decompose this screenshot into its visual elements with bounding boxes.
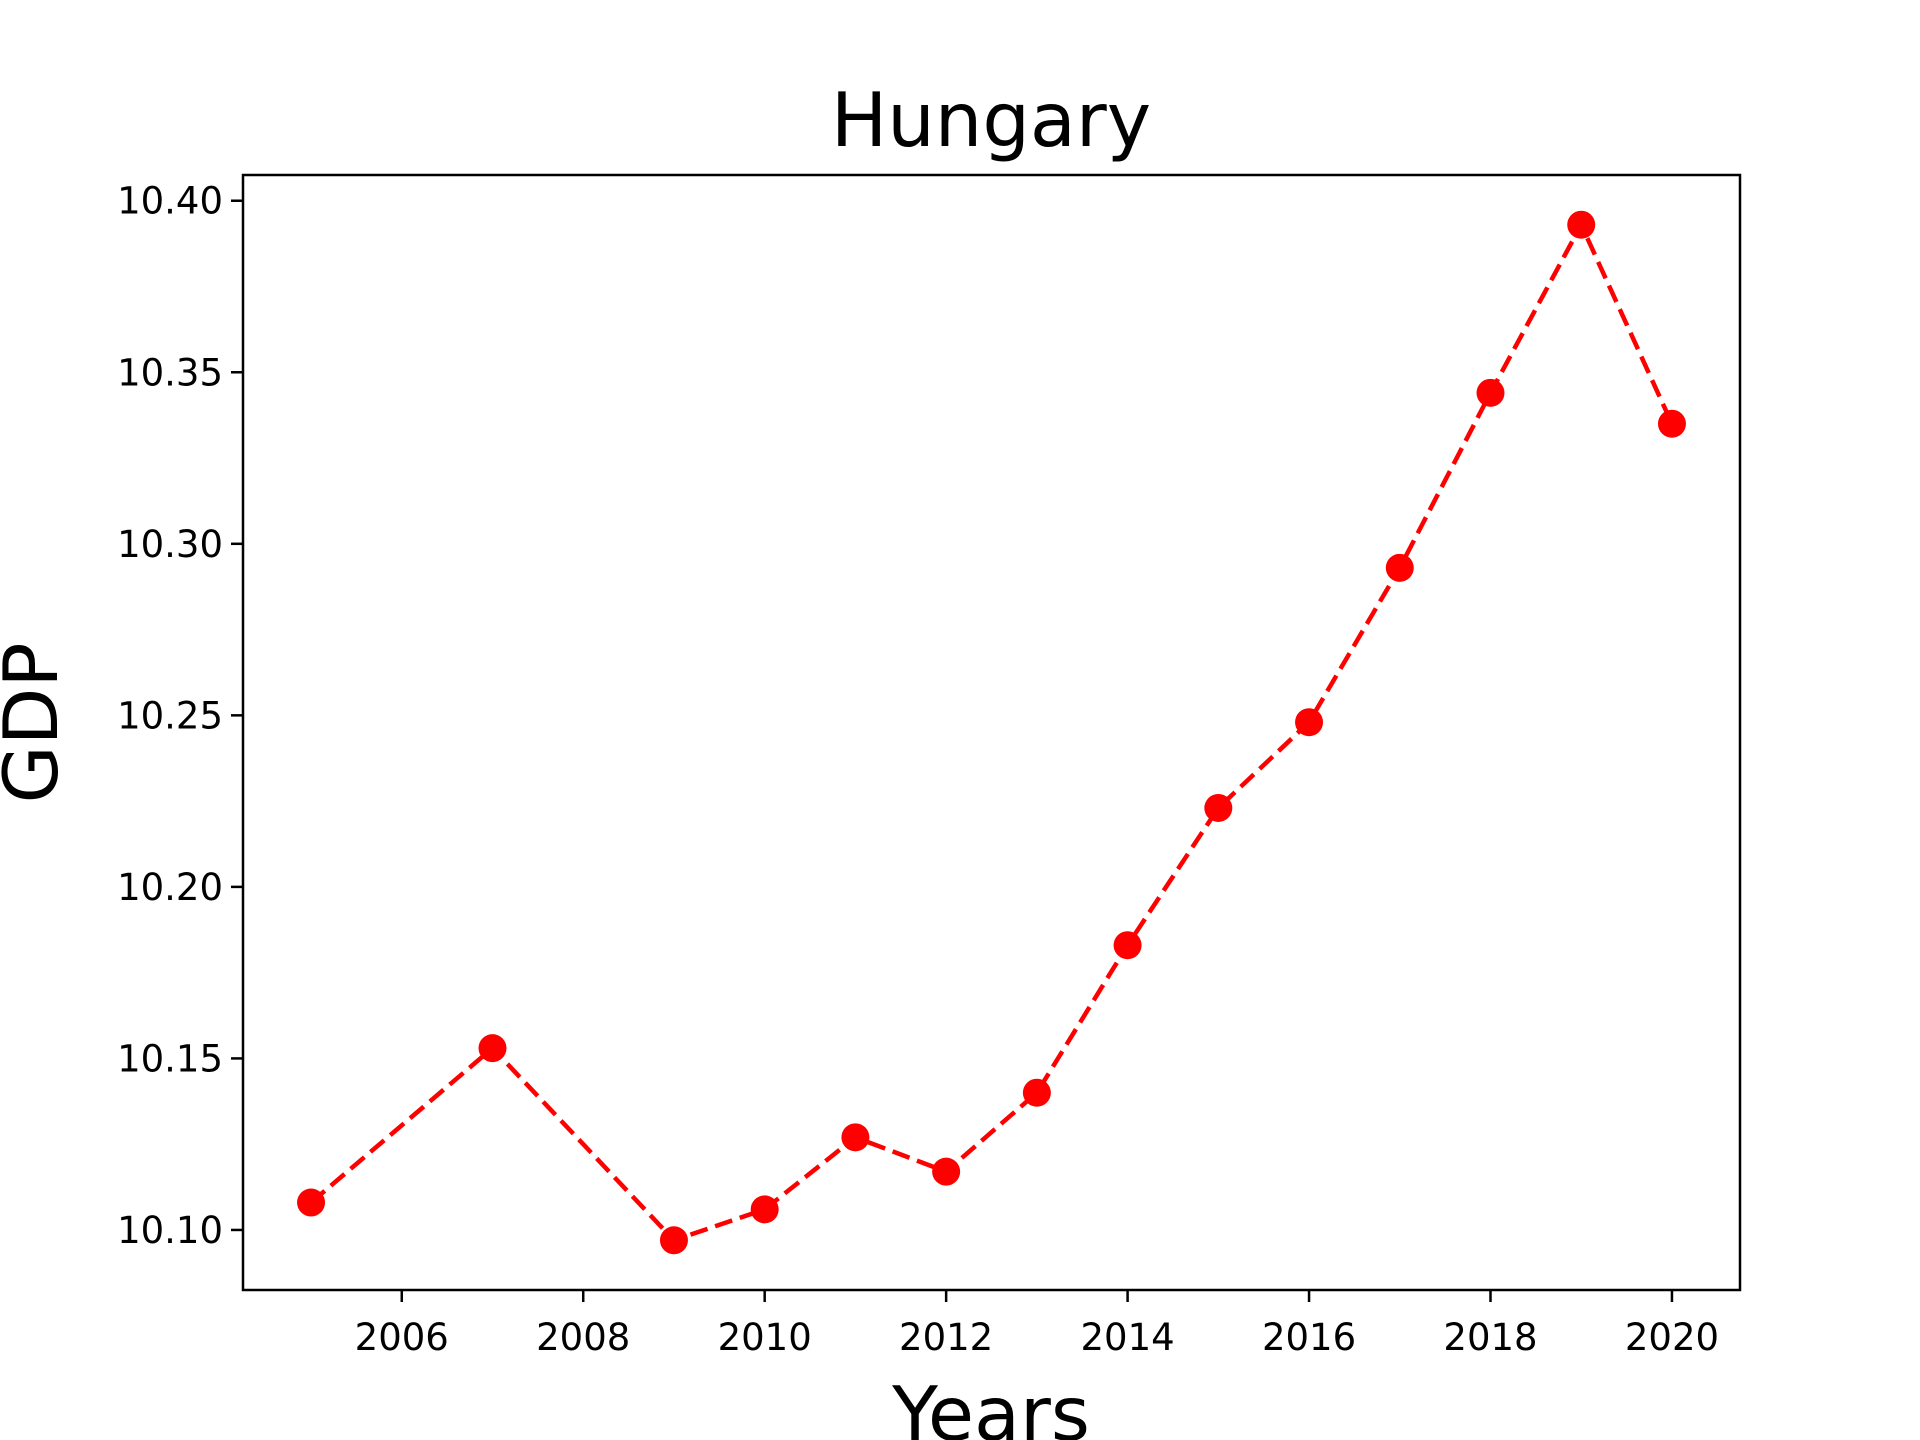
- chart-title: Hungary: [831, 76, 1151, 164]
- x-tick-label: 2016: [1262, 1316, 1356, 1359]
- x-tick-label: 2014: [1081, 1316, 1175, 1359]
- x-axis-label: Years: [891, 1370, 1090, 1440]
- x-tick-label: 2008: [536, 1316, 630, 1359]
- y-tick-label: 10.10: [117, 1209, 223, 1252]
- data-point: [1204, 793, 1233, 822]
- data-point: [1295, 708, 1324, 737]
- y-axis-ticks: 10.10 10.15 10.20 10.25 10.30 10.35 10.40: [117, 180, 243, 1252]
- data-point: [1567, 210, 1596, 239]
- data-point: [1476, 378, 1505, 407]
- y-tick-label: 10.25: [117, 694, 223, 737]
- plot-area-frame: [241, 173, 1742, 1292]
- x-tick-label: 2018: [1443, 1316, 1537, 1359]
- x-tick-label: 2006: [355, 1316, 449, 1359]
- x-tick-label: 2020: [1625, 1316, 1719, 1359]
- data-point: [932, 1157, 961, 1186]
- y-tick-label: 10.20: [117, 866, 223, 909]
- data-point: [1657, 409, 1686, 438]
- series-line: [309, 222, 1675, 1243]
- data-point: [297, 1188, 326, 1217]
- x-axis-ticks: 2006 2008 2010 2012 2014 2016 2018 2020: [355, 1290, 1719, 1359]
- y-tick-label: 10.30: [117, 523, 223, 566]
- data-point: [659, 1226, 688, 1255]
- data-point: [1022, 1078, 1051, 1107]
- data-point: [841, 1123, 870, 1152]
- y-tick-label: 10.35: [117, 351, 223, 394]
- data-point: [1385, 553, 1414, 582]
- chart-marks: [297, 210, 1686, 1255]
- y-tick-label: 10.40: [117, 180, 223, 223]
- x-tick-label: 2010: [718, 1316, 812, 1359]
- data-point: [750, 1195, 779, 1224]
- y-axis-label: GDP: [0, 642, 75, 803]
- y-tick-label: 10.15: [117, 1037, 223, 1080]
- x-tick-label: 2012: [899, 1316, 993, 1359]
- data-point: [478, 1034, 507, 1063]
- data-point: [1113, 931, 1142, 960]
